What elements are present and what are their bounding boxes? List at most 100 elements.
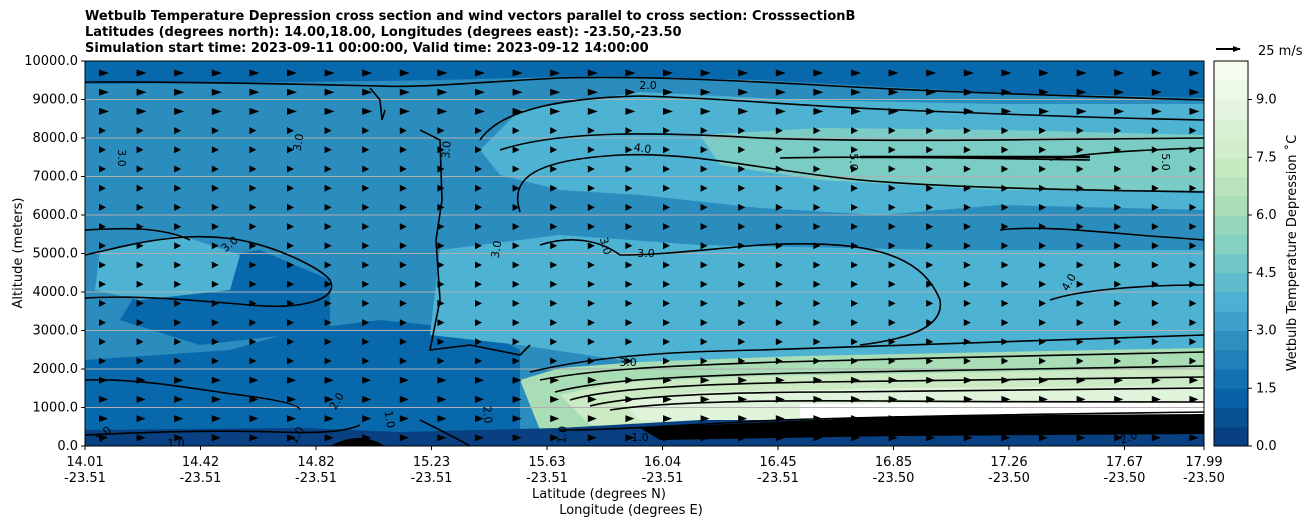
wind-vector: [587, 434, 597, 442]
wind-vector: [926, 415, 936, 423]
wind-vector: [99, 299, 106, 307]
wind-vector: [399, 107, 410, 115]
wind-vector: [926, 280, 934, 288]
wind-vector: [851, 299, 858, 307]
wind-vector: [963, 127, 971, 135]
wind-vector: [174, 184, 182, 192]
wind-vector: [587, 357, 595, 365]
wind-vector: [362, 319, 370, 327]
wind-vector: [287, 357, 294, 365]
contour-3-left: [85, 235, 333, 308]
wind-vector: [738, 319, 746, 327]
wind-vector: [99, 376, 108, 384]
wind-vector: [1001, 319, 1009, 327]
wind-vector: [399, 376, 409, 384]
wind-vector: [963, 203, 971, 211]
wind-vector: [174, 242, 182, 250]
plot-area: 2.0 4.0 5.0 5.0 3.0 3.0 3.0 3.0 3.0 3.0 …: [85, 61, 1204, 446]
wind-vector: [963, 376, 973, 384]
wind-vector: [324, 319, 332, 327]
y-tick-label: 8000.0: [33, 131, 79, 146]
wind-vector: [926, 203, 934, 211]
colorbar-band: [1214, 195, 1248, 216]
wind-vector: [1001, 415, 1011, 423]
wind-vector: [1189, 127, 1197, 135]
wind-vector: [1076, 69, 1087, 77]
wind-vector: [550, 165, 558, 173]
wind-vector: [136, 223, 144, 231]
contour-label: 4.0: [633, 141, 652, 156]
wind-vector: [174, 261, 182, 269]
x-axis: 14.01-23.5114.42-23.5114.82-23.5115.23-2…: [64, 446, 1225, 486]
wind-vector: [324, 203, 332, 211]
x-tick-label-lat: 14.82: [297, 455, 334, 470]
wind-vector: [249, 280, 257, 288]
colorbar-band: [1214, 388, 1248, 408]
wind-vector: [1001, 242, 1009, 250]
wind-vector: [287, 203, 294, 211]
wind-vector: [1001, 395, 1011, 403]
wind-vector: [249, 88, 260, 96]
wind-vector: [926, 88, 937, 96]
wind-vector: [211, 165, 219, 173]
wind-vector: [550, 434, 560, 442]
wind-vector: [211, 280, 219, 288]
wind-vector: [926, 261, 934, 269]
wind-vector: [738, 376, 748, 384]
wind-vector: [512, 69, 523, 77]
wind-vector: [926, 184, 934, 192]
wind-vector: [1189, 107, 1200, 115]
wind-vector: [249, 223, 257, 231]
wind-vector: [888, 223, 896, 231]
wind-vector: [738, 203, 746, 211]
wind-vector: [625, 319, 633, 327]
wind-vector: [512, 127, 520, 135]
x-tick-label-lat: 16.45: [759, 455, 796, 470]
region-light-mid: [430, 235, 1204, 368]
wind-vector: [174, 357, 182, 365]
wind-vector: [1189, 319, 1197, 327]
wind-vector: [1189, 357, 1197, 365]
wind-vector: [1189, 223, 1197, 231]
wind-vector: [174, 127, 182, 135]
wind-vector: [437, 434, 447, 442]
wind-vector: [475, 146, 482, 154]
wind-vector: [362, 357, 370, 365]
wind-vector: [926, 299, 934, 307]
colorbar-tick-label: 6.0: [1256, 208, 1277, 223]
wind-vector: [775, 415, 785, 423]
x-tick-label-lat: 16.85: [875, 455, 912, 470]
wind-vector: [1151, 280, 1159, 288]
wind-vector: [1039, 69, 1049, 77]
wind-vector: [1151, 299, 1159, 307]
wind-vector: [174, 319, 182, 327]
wind-vector: [1076, 338, 1084, 346]
wind-vector: [437, 376, 447, 384]
wind-vector: [775, 261, 783, 269]
x-tick-label-lon: -23.51: [64, 471, 106, 486]
wind-vector: [287, 261, 294, 269]
wind-vector: [475, 395, 484, 403]
wind-vector: [99, 434, 108, 442]
wind-vector: [324, 146, 332, 154]
x-tick-label-lat: 16.04: [644, 455, 681, 470]
colorbar-tick-label: 7.5: [1256, 150, 1277, 165]
wind-vector: [926, 242, 934, 250]
wind-vector: [174, 434, 184, 442]
colorbar-band: [1214, 330, 1248, 351]
wind-vector: [663, 107, 673, 115]
wind-vector: [700, 242, 708, 250]
x-tick-label-lon: -23.51: [757, 471, 799, 486]
y-tick-label: 7000.0: [33, 170, 79, 185]
wind-vector: [99, 395, 108, 403]
wind-vector: [1039, 395, 1048, 403]
wind-vector: [663, 299, 670, 307]
wind-vector: [700, 376, 710, 384]
wind-vector: [1151, 415, 1161, 423]
colorbar-tick-label: 4.5: [1256, 266, 1277, 281]
wind-vector: [324, 223, 332, 231]
wind-vector: [625, 107, 636, 115]
contour-3-mid: [419, 129, 531, 356]
wind-vector: [813, 261, 821, 269]
wind-vector: [700, 107, 711, 115]
